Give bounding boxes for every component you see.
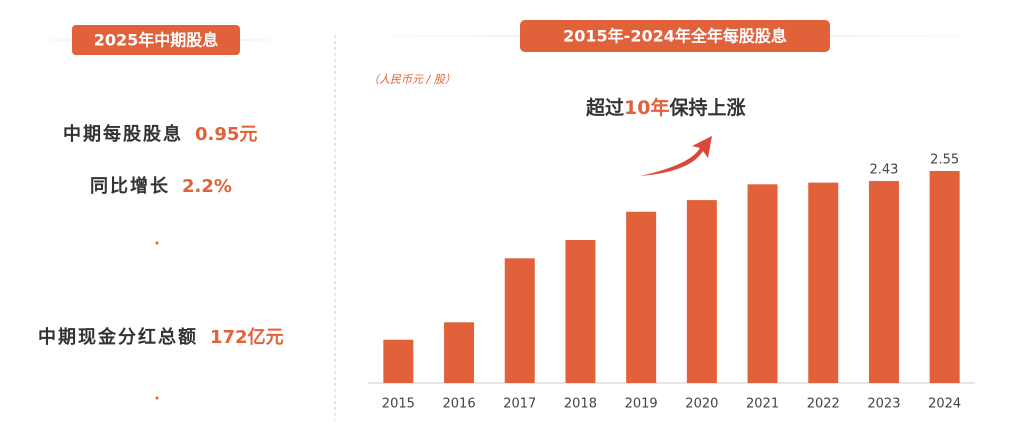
panel-title: 2025年中期股息 — [94, 31, 219, 50]
bar — [626, 211, 657, 383]
x-tick-label: 2019 — [625, 397, 658, 412]
bar — [868, 180, 899, 383]
bar — [383, 339, 414, 383]
x-tick-label: 2020 — [685, 397, 718, 412]
data-label: 2.55 — [930, 153, 959, 168]
metric-label: 中期每股股息 — [63, 123, 183, 145]
data-label: 2.43 — [869, 162, 898, 177]
annotation-part: 保持上涨 — [668, 96, 745, 119]
dot — [155, 396, 159, 400]
unit-label: （人民币元 / 股） — [368, 73, 456, 86]
x-tick-label: 2016 — [443, 397, 476, 412]
bar — [565, 240, 596, 383]
metric-label: 中期现金分红总额 — [38, 326, 198, 348]
x-tick-label: 2024 — [928, 397, 961, 412]
title-badge — [72, 25, 240, 55]
x-tick-label: 2023 — [867, 397, 900, 412]
metric-value: 2.2% — [182, 176, 232, 197]
x-tick-label: 2015 — [382, 397, 415, 412]
x-tick-label: 2017 — [503, 397, 536, 412]
bar — [444, 322, 475, 383]
trend-arrow — [640, 136, 712, 176]
metric-value: 172亿元 — [210, 326, 284, 348]
dot — [155, 241, 159, 245]
x-tick-label: 2022 — [807, 397, 840, 412]
metric-value: 0.95元 — [195, 124, 257, 145]
annotation-part: 超过 — [585, 96, 624, 119]
bar — [808, 182, 839, 383]
annotation: 超过10年保持上涨 — [585, 96, 745, 119]
bar — [929, 171, 960, 383]
chart-title: 2015年-2024年全年每股股息 — [563, 27, 787, 46]
title-badge — [520, 20, 830, 52]
metric-label: 同比增长 — [90, 175, 170, 197]
bar — [686, 200, 717, 383]
x-tick-label: 2018 — [564, 397, 597, 412]
x-tick-label: 2021 — [746, 397, 779, 412]
annotation-part: 10年 — [624, 96, 669, 119]
bar — [747, 184, 778, 383]
bar — [504, 258, 535, 383]
